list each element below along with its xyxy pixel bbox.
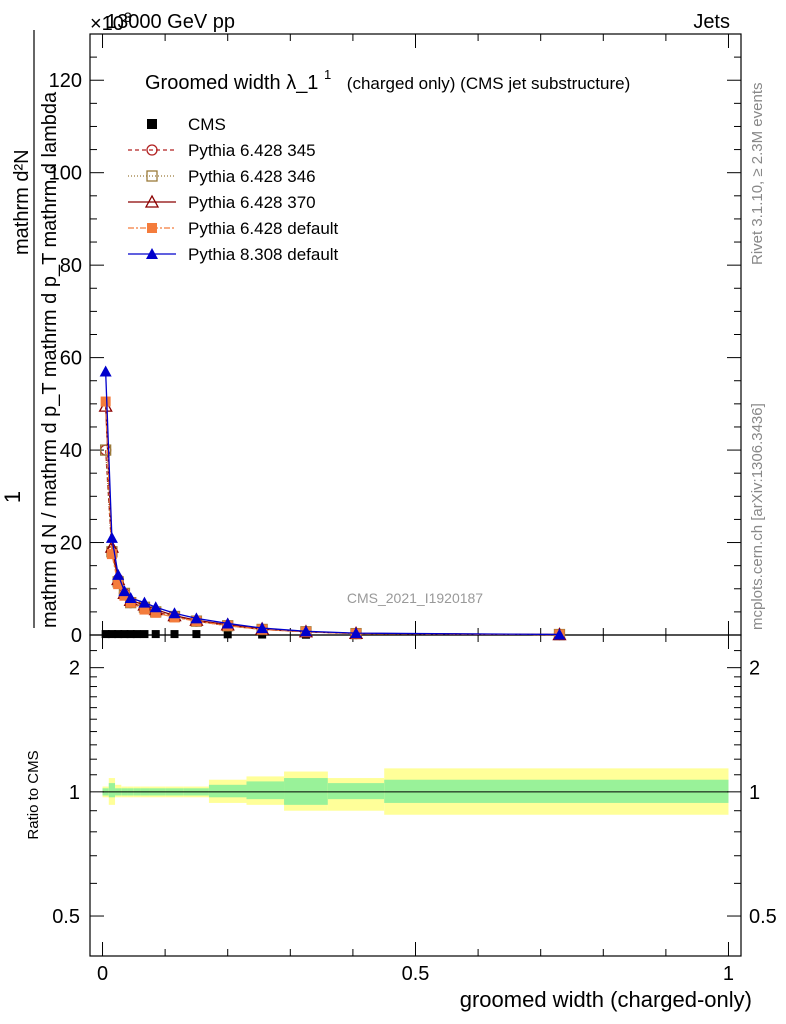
ratio-band-inner — [246, 781, 285, 800]
header-right: Jets — [693, 11, 730, 33]
data-marker — [132, 630, 141, 639]
data-marker — [223, 630, 232, 639]
x-axis-label: groomed width (charged-only) — [460, 987, 752, 1012]
series-line — [104, 406, 560, 636]
data-marker — [126, 630, 135, 639]
data-marker — [144, 194, 160, 208]
series-line — [105, 450, 560, 636]
series-line — [104, 371, 560, 636]
series-2 — [99, 444, 566, 641]
data-marker — [146, 248, 158, 259]
y-tick-label: 20 — [60, 533, 82, 555]
series-line — [105, 450, 560, 636]
x-tick-label: 0 — [97, 963, 108, 985]
ratio-y-tick-label: 0.5 — [52, 906, 80, 928]
data-marker — [99, 365, 112, 377]
series-5 — [99, 365, 566, 640]
data-marker — [221, 617, 234, 629]
legend-label: CMS — [188, 115, 226, 134]
y-tick-label: 60 — [60, 348, 82, 370]
data-marker — [139, 604, 150, 615]
data-marker — [112, 568, 125, 580]
y-tick-label: 0 — [71, 625, 82, 647]
data-marker — [140, 630, 149, 639]
watermark: CMS_2021_I1920187 — [347, 590, 483, 606]
ratio-band-inner — [384, 779, 729, 803]
data-marker — [113, 579, 124, 590]
legend-entry: Pythia 6.428 346 — [128, 167, 316, 186]
y-tick-label: 80 — [60, 255, 82, 277]
legend-label: Pythia 6.428 345 — [188, 141, 316, 160]
ratio-y-label: Ratio to CMS — [25, 750, 42, 839]
legend-label: Pythia 6.428 370 — [188, 193, 316, 212]
x-tick-label: 1 — [723, 963, 734, 985]
data-marker — [107, 630, 116, 639]
data-marker — [553, 628, 566, 640]
legend-entry: Pythia 6.428 345 — [128, 141, 316, 160]
data-marker — [192, 630, 201, 639]
data-marker — [170, 630, 179, 639]
data-marker — [190, 612, 203, 624]
legend-entry: Pythia 8.308 default — [128, 245, 339, 264]
data-marker — [146, 144, 158, 156]
ratio-y-tick-label: 1 — [69, 782, 80, 804]
legend-label: Pythia 6.428 default — [188, 219, 339, 238]
data-marker — [168, 607, 181, 619]
data-marker — [101, 630, 110, 639]
legend-entry: Pythia 6.428 370 — [128, 193, 316, 212]
y-tick-label: 100 — [49, 163, 82, 185]
ratio-y-tick-label-right: 2 — [749, 658, 760, 680]
rivet-label: Rivet 3.1.10, ≥ 2.3M events — [749, 83, 766, 266]
ratio-y-tick-label-right: 0.5 — [749, 906, 777, 928]
data-marker — [100, 396, 111, 407]
y-tick-label: 40 — [60, 440, 82, 462]
legend-entry: CMS — [147, 115, 226, 134]
ratio-band-inner — [327, 783, 385, 800]
ratio-band-inner — [108, 783, 116, 798]
data-marker — [146, 170, 158, 182]
ratio-band-inner — [208, 784, 247, 798]
y-tick-label: 120 — [49, 70, 82, 92]
data-marker — [149, 601, 162, 613]
data-marker — [138, 596, 151, 608]
main-y-axis-label: 1 mathrm d N / mathrm d p_T mathrm d p_T… — [0, 30, 61, 628]
data-marker — [147, 119, 157, 129]
legend-label: Pythia 8.308 default — [188, 245, 339, 264]
data-marker — [120, 630, 129, 639]
data-marker — [151, 630, 160, 639]
data-marker — [114, 630, 123, 639]
series-line — [104, 401, 560, 636]
data-marker — [99, 444, 112, 456]
series-1 — [99, 444, 566, 641]
mcplots-label: mcplots.cern.ch [arXiv:1306.3436] — [749, 403, 766, 630]
data-marker — [150, 607, 161, 618]
data-marker — [147, 223, 157, 233]
ratio-y-tick-label: 2 — [69, 658, 80, 680]
data-marker — [118, 585, 131, 597]
data-marker — [350, 627, 363, 639]
data-marker — [105, 531, 118, 543]
ylabel-top: mathrm d²N — [11, 149, 33, 255]
data-marker — [124, 592, 137, 604]
ylabel-denominator: mathrm d N / mathrm d p_T mathrm d p_T m… — [39, 91, 61, 628]
data-marker — [256, 622, 269, 634]
plot-title: Groomed width λ_1 1 (charged only) (CMS … — [145, 62, 630, 94]
y-exponent: ×103 — [90, 9, 132, 35]
data-marker — [299, 625, 312, 637]
header-left: 13000 GeV pp — [106, 11, 235, 33]
ylabel-numerator: 1 — [0, 491, 25, 503]
ratio-y-tick-label-right: 1 — [749, 782, 760, 804]
legend-entry: Pythia 6.428 default — [128, 219, 339, 238]
x-tick-label: 0.5 — [402, 963, 430, 985]
legend-label: Pythia 6.428 346 — [188, 167, 316, 186]
series-4 — [100, 396, 565, 640]
series-3 — [98, 398, 567, 641]
data-marker — [106, 549, 117, 560]
